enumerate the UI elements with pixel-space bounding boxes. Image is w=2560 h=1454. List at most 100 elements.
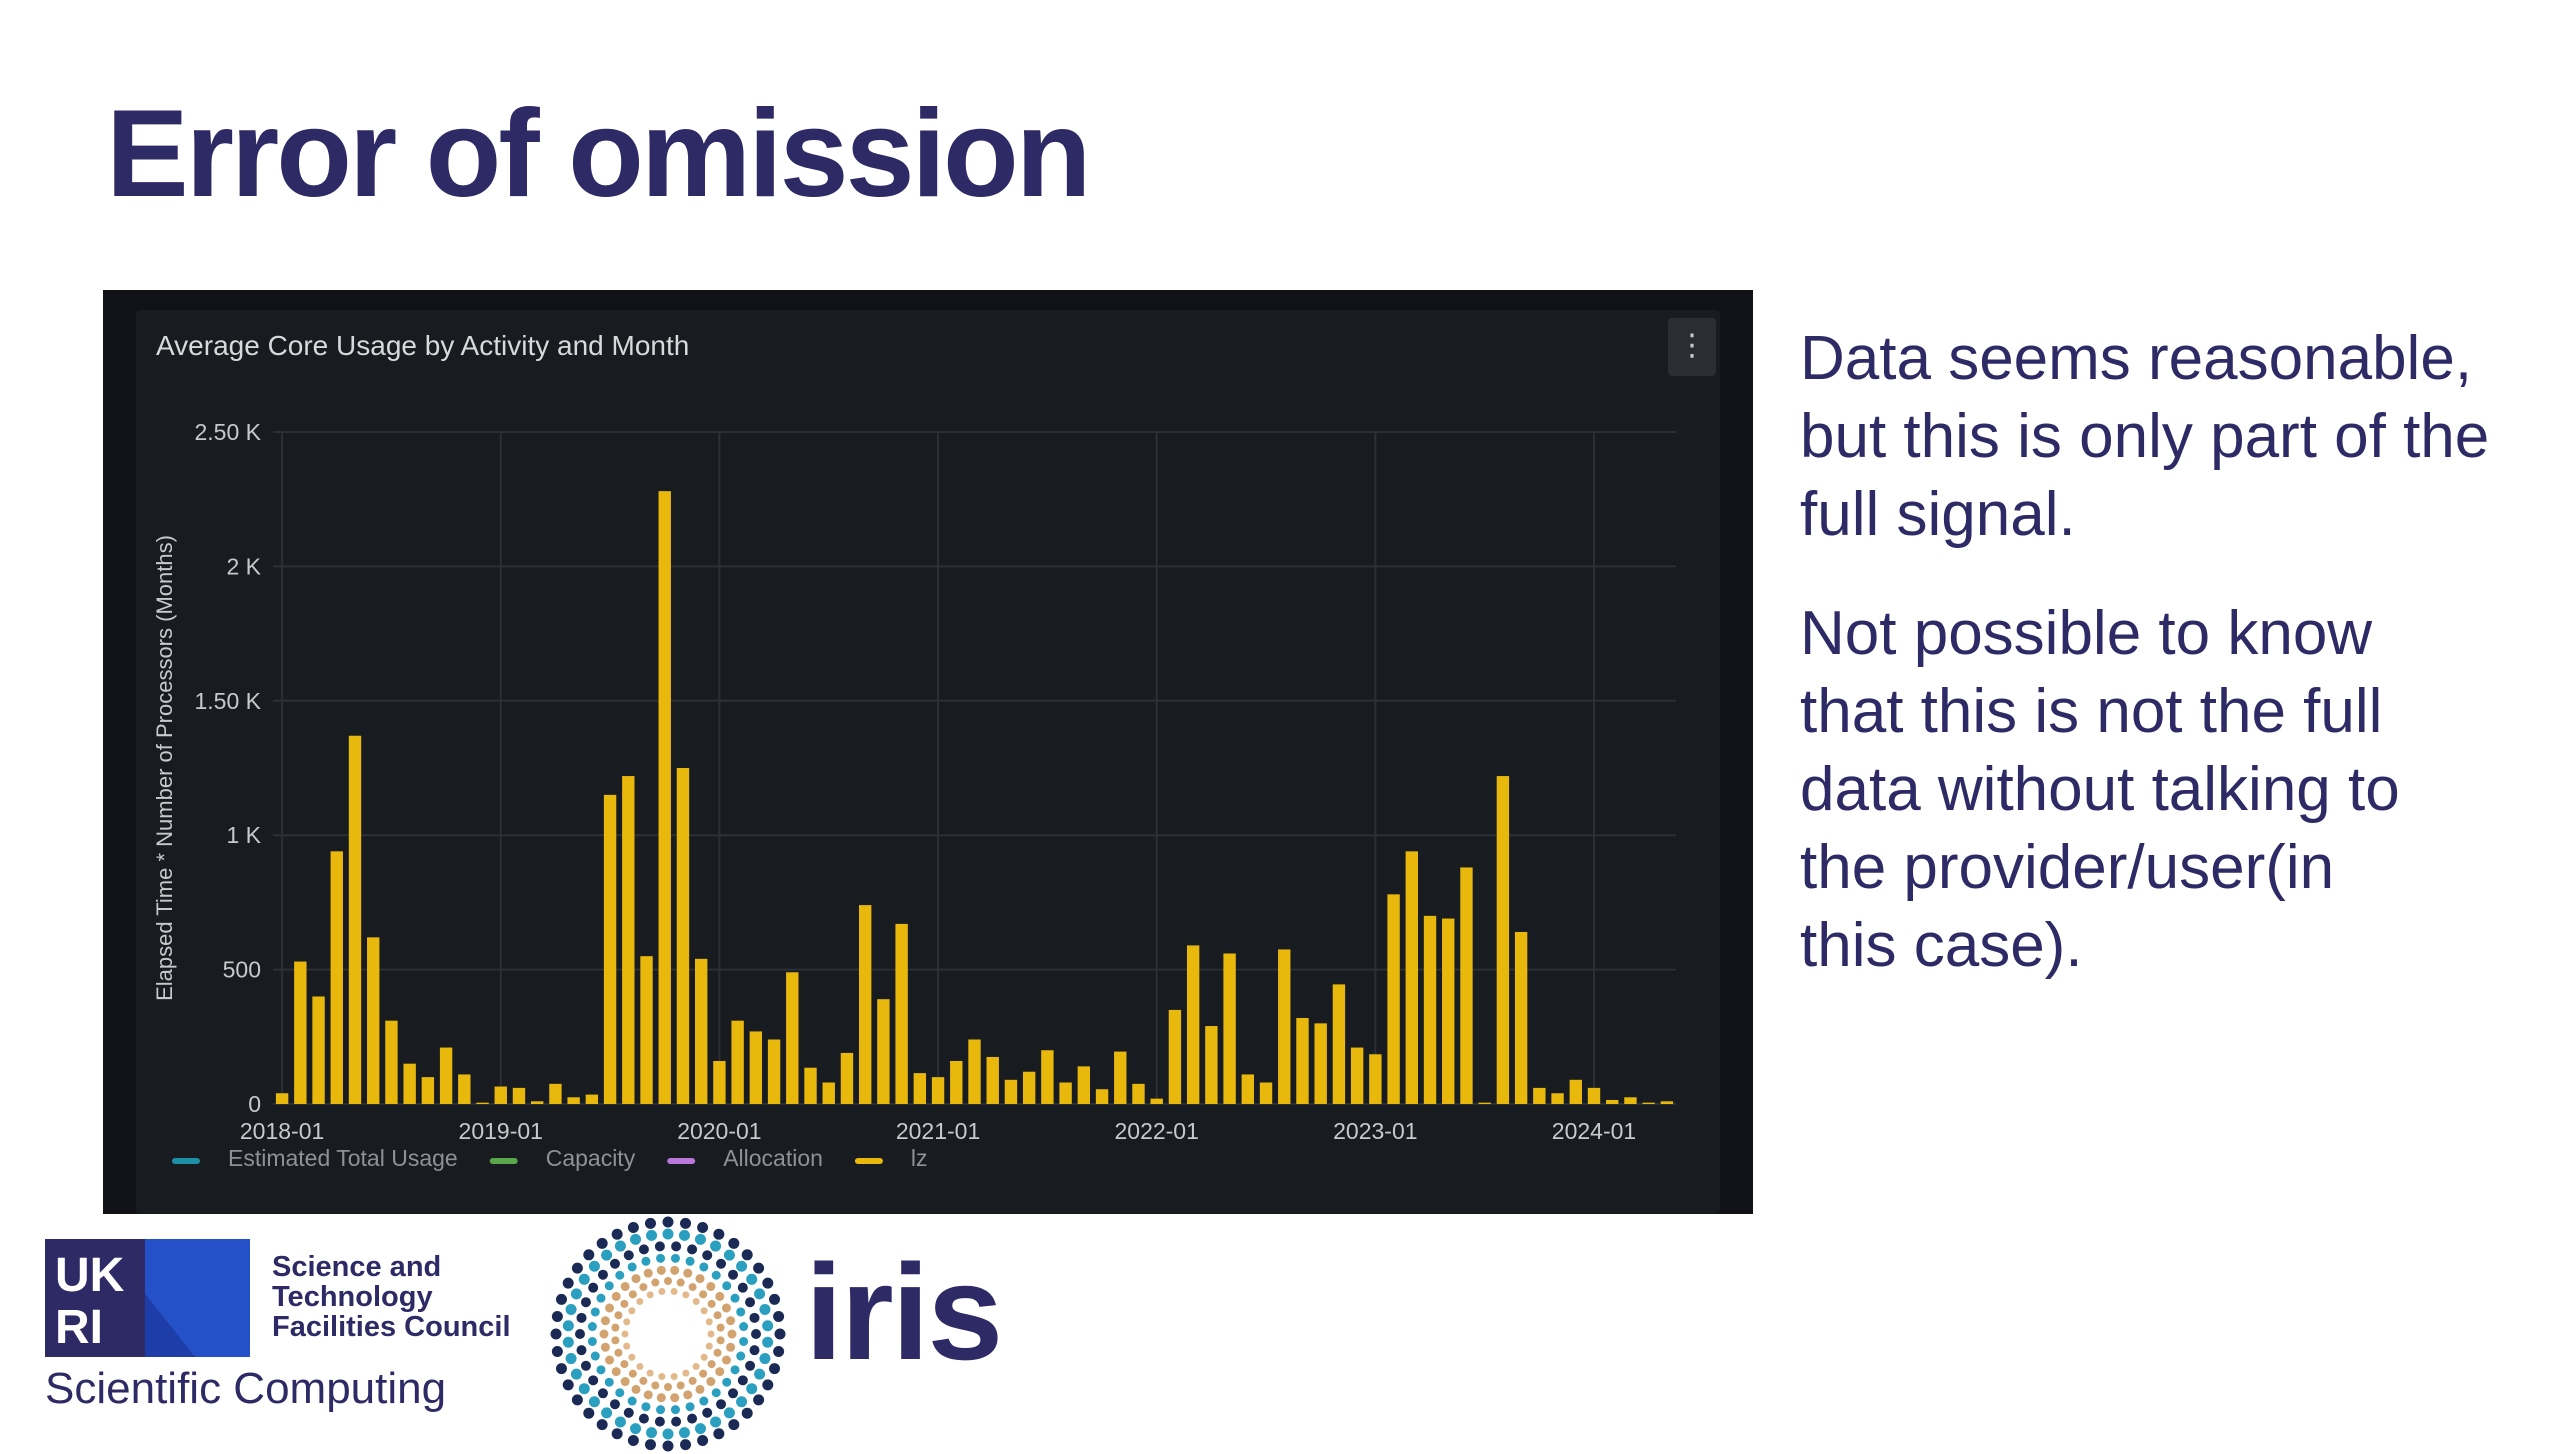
iris-dot: [682, 1369, 690, 1377]
iris-dot: [639, 1283, 648, 1292]
bar: [822, 1082, 835, 1104]
stfc-line: Science and: [272, 1251, 442, 1283]
iris-dot: [639, 1376, 648, 1385]
iris-dot: [688, 1283, 697, 1292]
iris-dot: [621, 1330, 629, 1338]
bar: [804, 1067, 817, 1104]
bar: [403, 1063, 416, 1104]
iris-dot: [678, 1427, 690, 1439]
iris-dot: [746, 1273, 758, 1285]
iris-dot: [620, 1299, 629, 1308]
iris-dot: [565, 1353, 577, 1365]
bar: [1223, 953, 1236, 1104]
iris-dot: [662, 1428, 674, 1440]
bar: [476, 1102, 489, 1104]
iris-dot: [670, 1287, 678, 1295]
bar: [1332, 984, 1346, 1104]
iris-dot: [762, 1320, 774, 1332]
iris-dot: [555, 1293, 567, 1305]
iris-dot: [562, 1379, 574, 1391]
bar: [1606, 1099, 1619, 1104]
chart-panel: Average Core Usage by Activity and Month…: [136, 310, 1720, 1214]
iris-dot: [662, 1216, 674, 1228]
iris-dot: [741, 1249, 753, 1261]
x-tick-label: 2023-01: [1333, 1118, 1417, 1144]
iris-dot: [587, 1336, 597, 1346]
bar: [1514, 931, 1528, 1104]
side-paragraph-2: Not possible to know that this is not the…: [1800, 595, 2540, 985]
bar: [1186, 945, 1200, 1104]
iris-dot: [609, 1399, 620, 1410]
bar: [348, 735, 362, 1104]
bar: [950, 1060, 963, 1104]
bar: [1059, 1082, 1072, 1104]
bar: [749, 1031, 763, 1104]
iris-dot: [753, 1394, 765, 1406]
iris-dot: [628, 1353, 636, 1361]
iris-dot: [651, 1381, 660, 1390]
iris-dot: [710, 1240, 722, 1252]
iris-dot: [737, 1282, 748, 1293]
bar: [1369, 1054, 1382, 1104]
iris-dot: [769, 1363, 781, 1375]
iris-dot: [739, 1322, 749, 1332]
bar: [1405, 851, 1418, 1104]
panel-menu-icon[interactable]: ⋮: [1668, 318, 1716, 376]
iris-dot: [658, 1373, 666, 1381]
iris-dot: [716, 1323, 725, 1332]
iris-dot: [728, 1269, 739, 1280]
iris-dot: [670, 1253, 680, 1263]
y-tick-label: 500: [223, 957, 261, 983]
legend-swatch: [667, 1158, 696, 1164]
iris-dot: [682, 1291, 690, 1299]
iris-dot: [680, 1217, 692, 1229]
iris-logo-mark: [550, 1216, 786, 1452]
x-tick-label: 2021-01: [896, 1118, 980, 1144]
y-tick-label: 1 K: [226, 822, 261, 848]
bar: [1587, 1087, 1601, 1104]
bar: [658, 491, 671, 1104]
ukri-letters-bottom: RI: [55, 1301, 103, 1354]
bar: [1314, 1023, 1327, 1104]
iris-dot: [700, 1307, 708, 1315]
iris-dot: [623, 1407, 634, 1418]
iris-dot: [723, 1249, 735, 1261]
iris-dot: [605, 1355, 615, 1365]
iris-dot: [614, 1311, 623, 1320]
iris-dot: [615, 1388, 625, 1398]
iris-dot: [739, 1336, 749, 1346]
iris-dot: [692, 1298, 700, 1306]
iris-dot: [562, 1277, 574, 1289]
iris-dot: [604, 1281, 614, 1291]
iris-dot: [727, 1329, 737, 1339]
iris-dot: [683, 1390, 693, 1400]
iris-dot: [644, 1217, 656, 1229]
iris-dot: [609, 1258, 620, 1269]
iris-dot: [664, 1277, 672, 1285]
iris-dot: [730, 1365, 740, 1375]
bar: [1660, 1101, 1674, 1104]
iris-dot: [774, 1328, 786, 1340]
y-tick-label: 2 K: [226, 553, 261, 579]
iris-dot: [646, 1229, 658, 1241]
iris-dot: [601, 1407, 613, 1419]
iris-dot: [728, 1419, 740, 1431]
bar: [840, 1052, 854, 1104]
iris-dot: [630, 1423, 642, 1435]
iris-dot: [707, 1360, 716, 1369]
dashboard-screenshot: Average Core Usage by Activity and Month…: [103, 290, 1753, 1214]
y-tick-label: 0: [248, 1091, 261, 1117]
iris-dot: [749, 1312, 760, 1323]
iris-dot: [555, 1363, 567, 1375]
bar: [877, 999, 890, 1104]
iris-dot: [587, 1322, 597, 1332]
legend-swatch: [854, 1158, 883, 1164]
iris-dot: [656, 1253, 666, 1263]
iris-dot: [676, 1278, 685, 1287]
iris-dot: [588, 1375, 599, 1386]
iris-dot: [627, 1396, 637, 1406]
iris-dot: [614, 1416, 626, 1428]
iris-dot: [636, 1362, 644, 1370]
bar: [549, 1083, 562, 1104]
iris-dot: [628, 1369, 637, 1378]
